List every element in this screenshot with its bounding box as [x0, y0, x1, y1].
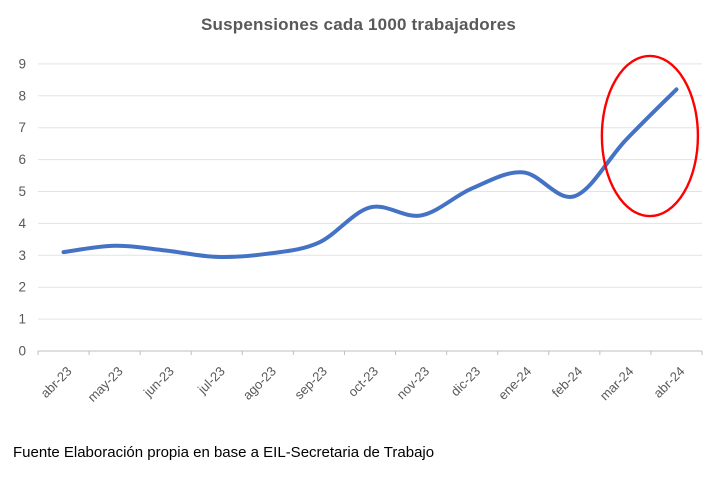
line-chart: 0 1 2 3 4 5 6 7 8 9 abr-23 may-23 jun-23 jul-23 ago-23…	[18, 54, 703, 405]
x-tick-label: may-23	[84, 364, 125, 405]
x-tick-label: sep-23	[291, 364, 330, 403]
x-tick-label: oct-23	[345, 364, 381, 400]
x-tick-label: jul-23	[194, 364, 228, 398]
y-tick-label: 9	[18, 56, 26, 71]
y-tick-label: 6	[18, 152, 26, 167]
x-tick-label: dic-23	[448, 364, 484, 400]
annotation-ellipse	[600, 54, 700, 218]
x-tick-label: nov-23	[393, 364, 432, 403]
chart-title: Suspensiones cada 1000 trabajadores	[200, 15, 517, 34]
x-tick-label: mar-24	[597, 364, 637, 404]
x-tick-label: ene-24	[495, 364, 534, 403]
x-tick-label: abr-23	[37, 364, 74, 401]
x-tick-label: jun-23	[140, 364, 177, 401]
y-tick-label: 5	[18, 184, 26, 199]
y-tick-label: 1	[18, 312, 26, 327]
y-tick-label: 2	[18, 280, 26, 295]
y-tick-label: 3	[18, 248, 26, 263]
y-tick-label: 4	[18, 216, 26, 231]
source-note: Fuente Elaboración propia en base a EIL-…	[13, 444, 435, 461]
y-tick-label: 8	[18, 88, 26, 103]
x-tick-label: abr-24	[650, 364, 687, 401]
x-tick-label: feb-24	[549, 364, 586, 401]
x-tick-label: ago-23	[240, 364, 279, 403]
y-tick-label: 7	[18, 120, 26, 135]
data-series-line	[61, 87, 679, 260]
y-tick-label: 0	[18, 344, 26, 359]
